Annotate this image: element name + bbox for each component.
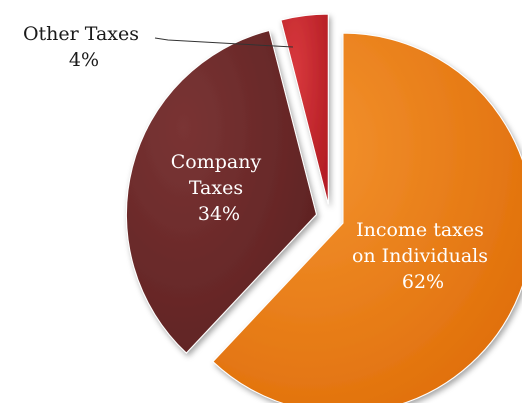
slice-label-company: Company Taxes 34% [171,151,268,225]
slice-label-other: Other Taxes 4% [23,23,145,71]
leader-line-other-taxes [154,37,294,48]
slice-other [280,13,329,205]
slice-income [212,32,522,403]
slice-company [125,29,317,354]
slice-label-income: Income taxes on Individuals 62% [352,219,494,293]
